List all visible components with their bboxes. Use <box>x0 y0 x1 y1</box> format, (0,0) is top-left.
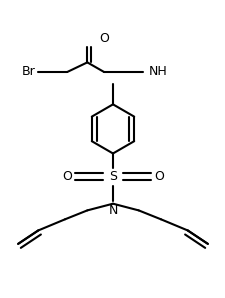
Text: S: S <box>108 170 117 183</box>
Text: O: O <box>154 170 163 183</box>
Text: N: N <box>108 204 117 217</box>
Text: Br: Br <box>22 66 36 78</box>
Text: O: O <box>99 32 108 45</box>
Text: O: O <box>62 170 71 183</box>
Text: NH: NH <box>148 66 167 78</box>
